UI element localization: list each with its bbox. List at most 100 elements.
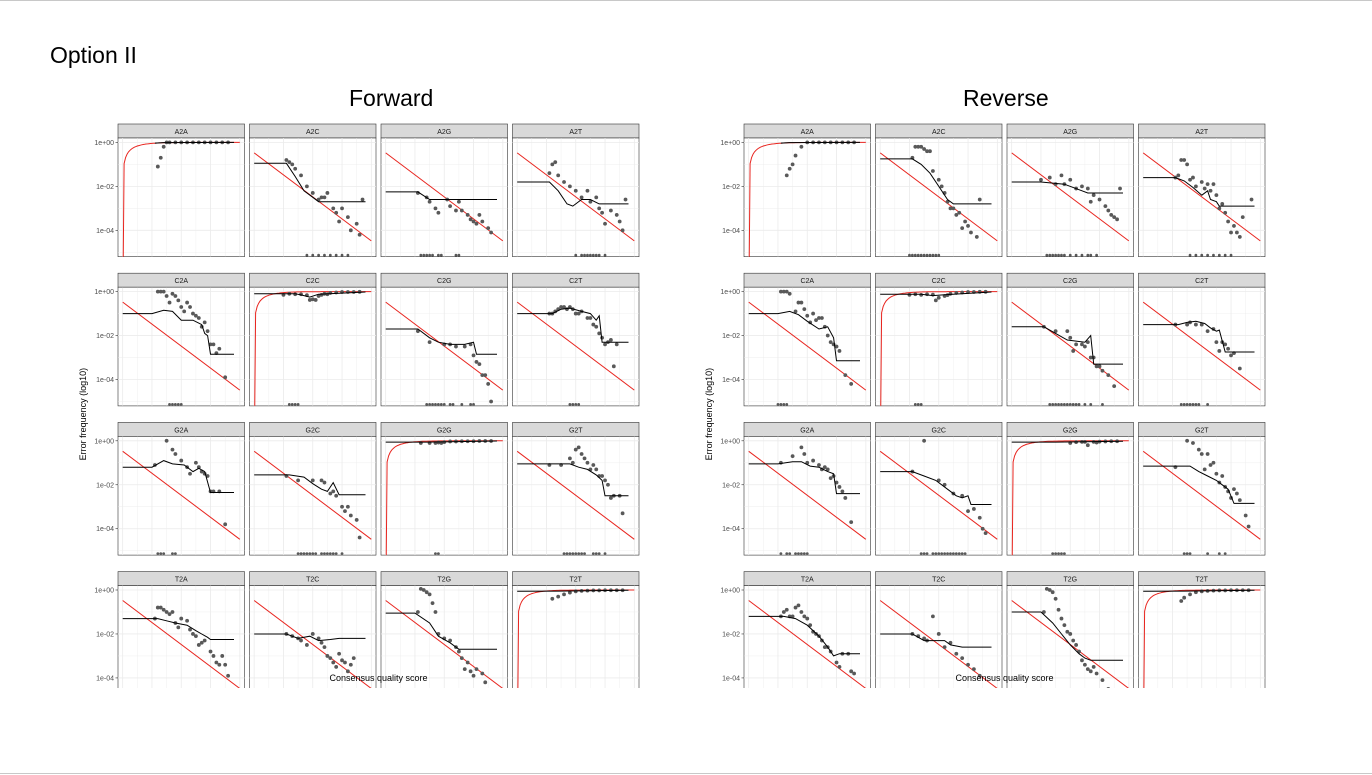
observed-point [980,526,985,531]
observed-point [1237,366,1242,371]
zero-count-point [937,253,941,257]
observed-point [817,463,821,467]
observed-point [1082,662,1087,667]
facet-a2g: A2G [1006,123,1134,257]
fitted-error-line [385,612,497,650]
observed-point [158,155,163,160]
zero-count-point [305,253,309,257]
observed-point [196,465,201,470]
observed-point [1214,471,1219,476]
observed-point [843,496,848,500]
observed-point [620,511,625,516]
observed-point [930,169,935,173]
observed-point [193,634,198,639]
observed-point [155,164,160,169]
y-tick-label: 1e-04 [722,526,740,533]
observed-point [787,291,792,296]
observed-point [594,195,599,200]
observed-point [331,660,336,665]
observed-point [1118,186,1122,191]
facet-a2c: A2C [875,123,1003,257]
nominal-error-line [879,600,998,688]
fitted-error-line [154,141,235,144]
observed-point [179,616,184,621]
facet-data [1143,588,1261,688]
observed-point [594,467,599,472]
facet-strip-label: A2T [1195,129,1209,136]
observed-point [562,180,566,184]
facet-strip-label: C2G [1063,278,1077,285]
zero-count-point [603,552,607,555]
zero-count-point [331,552,335,555]
zero-count-point [931,253,935,257]
observed-point [328,491,333,496]
observed-point [1182,158,1187,162]
fitted-error-line [385,328,497,355]
observed-point [1097,364,1102,369]
observed-point [310,632,315,636]
zero-count-point [156,552,160,555]
observed-point [1050,590,1055,595]
observed-point [1196,447,1201,452]
zero-count-point [1051,552,1055,555]
observed-point [173,294,178,298]
fitted-error-line [385,191,497,200]
facet-strip-label: T2C [932,577,945,584]
zero-count-point [1057,403,1060,406]
zero-count-point [305,552,309,555]
zero-count-point [925,253,929,257]
facet-data [1011,301,1130,406]
facet-data [1011,152,1130,257]
observed-point [310,297,315,302]
observed-point [427,592,432,597]
zero-count-point [591,552,595,555]
facet-data [122,140,240,257]
observed-point [573,188,578,193]
zero-count-point [425,253,429,257]
observed-point [328,656,333,661]
facet-data [122,438,241,555]
observed-point [489,230,494,235]
zero-count-point [314,552,318,555]
observed-point [966,662,970,667]
observed-point [1202,467,1207,472]
zero-count-point [597,253,601,257]
zero-count-point [454,253,458,257]
observed-point [954,213,959,217]
observed-point [155,289,160,294]
observed-point [1103,204,1108,209]
observed-point [799,610,804,614]
zero-count-point [1065,403,1069,406]
zero-count-point [311,552,315,555]
y-tick-label: 1e-02 [722,333,740,340]
facet-c2g: C2G [380,272,508,407]
facet-data [879,600,998,688]
zero-count-point [1074,403,1078,406]
observed-point [608,496,613,500]
observed-point [415,610,420,614]
observed-point [799,300,804,305]
zero-count-point [1185,403,1189,406]
facet-strip-label: C2T [1195,278,1209,285]
observed-point [567,456,572,461]
zero-count-point [788,552,792,555]
observed-point [185,618,190,623]
observed-point [966,509,970,514]
observed-point [928,149,932,154]
observed-point [960,493,965,498]
observed-point [1039,177,1043,182]
observed-point [547,171,552,176]
zero-count-point [922,552,926,555]
observed-point [1091,193,1096,198]
facet-strip-label: G2T [569,427,583,434]
facet-strip-label: A2T [569,129,583,136]
observed-point [1094,364,1099,369]
facet-t2t: T2T010203040 [1138,571,1266,688]
facet-strip-label: A2G [437,129,451,136]
nominal-error-line [1142,152,1261,242]
zero-count-point [302,552,306,555]
zero-count-point [597,552,601,555]
observed-point [936,177,941,182]
facet-strip-label: T2G [437,577,451,584]
